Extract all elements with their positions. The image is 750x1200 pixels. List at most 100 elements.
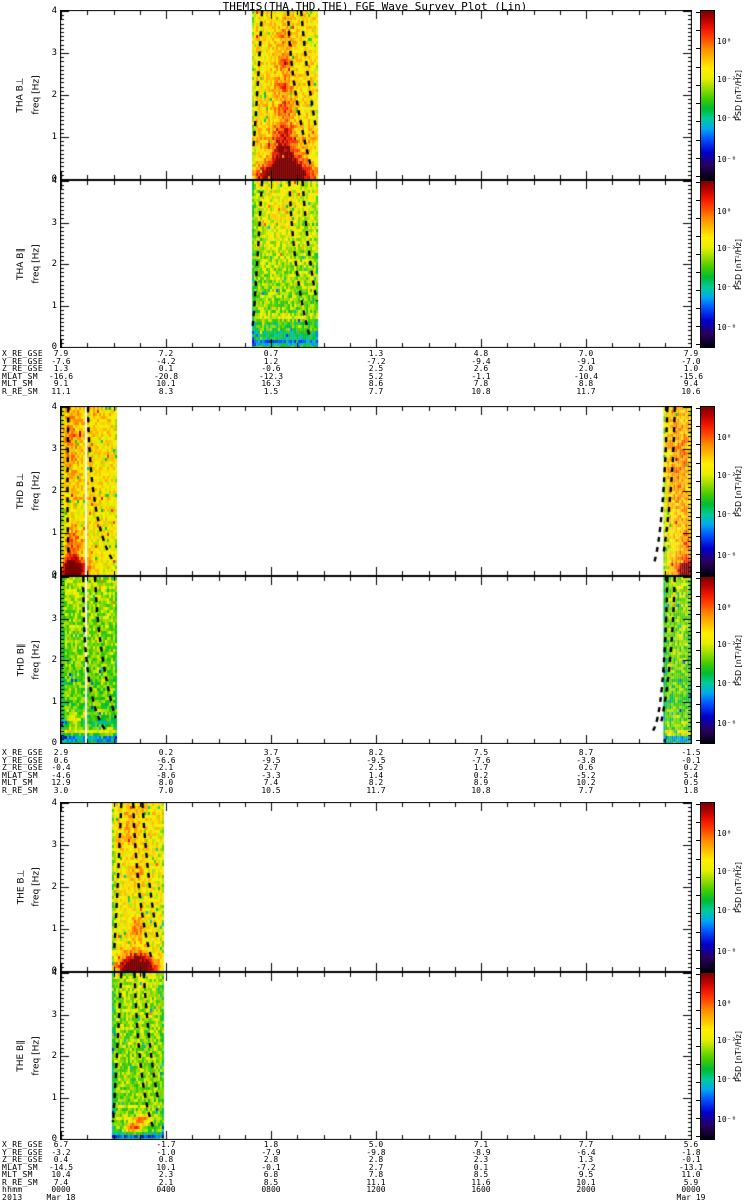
ephemeris-value: -7.6 — [471, 755, 491, 765]
freq-tick-label: 0 — [51, 1134, 57, 1144]
ephemeris-value: -0.4 — [51, 763, 71, 773]
ephemeris-value: 7.9 — [53, 349, 69, 358]
colorbar-tick-label: 10⁻² — [717, 243, 737, 253]
colorbar-tick — [696, 426, 700, 428]
sensor-label: THD B⊥ — [16, 472, 27, 510]
ephemeris-value: 8.0 — [158, 778, 174, 788]
colorbar-tick — [696, 913, 700, 915]
ephemeris-value: -14.5 — [48, 1162, 74, 1172]
ephemeris-value: 2.8 — [263, 1155, 279, 1165]
sensor-label: THD B∥ — [16, 643, 27, 677]
freq-axis-label: freq [Hz] — [30, 180, 44, 348]
freq-tick-label: 3 — [51, 1009, 57, 1020]
ephemeris-row-label: X_RE_GSE — [2, 349, 43, 358]
ephemeris-value: 2000 — [576, 1185, 596, 1195]
ephemeris-row-label: R_RE_SM — [2, 1177, 38, 1187]
ephemeris-value: 8.5 — [473, 1170, 489, 1180]
freq-tick-label: 2 — [51, 655, 57, 665]
colorbar — [700, 576, 715, 744]
ephemeris-value: -9.5 — [261, 755, 281, 765]
colorbar — [700, 10, 715, 180]
psd-label: PSD [nT²/Hz] — [733, 861, 743, 913]
ephemeris-value: 10.2 — [576, 778, 596, 788]
colorbar-tick-label: 10⁻⁴ — [717, 678, 737, 688]
colorbar-tick — [696, 804, 700, 805]
sensor-label: THA B⊥ — [16, 77, 27, 113]
ephemeris-value: 16.3 — [261, 379, 281, 389]
colorbar-tick — [696, 1010, 700, 1011]
ephemeris-value: -8.9 — [471, 1147, 491, 1157]
colorbar-axis-label: PSD [nT²/Hz] — [730, 10, 746, 180]
ephemeris-value: 0.7 — [263, 349, 279, 358]
colorbar-tick-label: 10⁻⁶ — [717, 946, 737, 956]
colorbar-tick — [696, 1064, 700, 1065]
freq-axis-label-text: freq [Hz] — [32, 640, 43, 680]
colorbar-tick — [696, 499, 700, 501]
colorbar-tick — [696, 1082, 700, 1083]
ephemeris-value: 5.2 — [368, 371, 384, 381]
ephemeris-value: 9.1 — [53, 379, 69, 389]
ephemeris-value: 11.0 — [681, 1170, 701, 1180]
colorbar-tick-label: 10⁻² — [717, 1035, 737, 1045]
ephemeris-value: 7.5 — [473, 748, 489, 757]
ephemeris-value: 8.6 — [368, 379, 384, 389]
ephemeris-value: 10.1 — [156, 379, 176, 389]
ephemeris-value: 1600 — [471, 1185, 491, 1195]
freq-tick-label: 1 — [51, 1092, 57, 1103]
colorbar-tick-label: 10⁰ — [717, 998, 732, 1008]
colorbar-tick — [696, 1118, 700, 1119]
psd-label: PSD [nT²/Hz] — [733, 465, 743, 517]
ephemeris-value: 7.7 — [578, 785, 594, 795]
ephemeris-value: -6.4 — [576, 1147, 596, 1157]
ephemeris-value: 1.5 — [263, 386, 279, 396]
ephemeris-value: 0000 — [681, 1185, 701, 1195]
ephemeris-value: 0.6 — [578, 763, 594, 773]
ephemeris-value: 0.8 — [158, 1155, 174, 1165]
ephemeris-value: 10.1 — [156, 1162, 176, 1172]
colorbar-tick-label: 10⁻⁴ — [717, 1074, 737, 1084]
ephemeris-value: 10.6 — [681, 386, 701, 396]
ephemeris-value: -0.6 — [261, 364, 281, 374]
ephemeris-value: -7.9 — [261, 1147, 281, 1157]
ephemeris-value: 1.2 — [263, 356, 279, 366]
freq-tick-label: 1 — [51, 924, 57, 934]
ephemeris-value: -9.4 — [471, 356, 491, 366]
colorbar-tick — [696, 121, 700, 123]
ephemeris-value: 2.5 — [368, 364, 384, 374]
colorbar-tick — [696, 157, 700, 159]
colorbar-tick — [696, 326, 700, 327]
colorbar-tick — [696, 1136, 700, 1137]
colorbar-tick — [696, 596, 700, 597]
colorbar-tick-label: 10⁰ — [717, 433, 732, 443]
freq-tick-label: 0 — [51, 966, 57, 976]
ephemeris-value: 9.5 — [578, 1170, 594, 1180]
ephemeris-value: 1.3 — [578, 1155, 594, 1165]
ephemeris-row-label: Z_RE_GSE — [2, 364, 43, 374]
ephemeris-value: 8.8 — [578, 379, 594, 389]
colorbar-tick — [696, 182, 700, 183]
colorbar-tick — [696, 822, 700, 824]
freq-tick-label: 3 — [51, 613, 57, 624]
freq-tick-label: 3 — [51, 444, 57, 454]
ephemeris-value: -7.2 — [366, 356, 386, 366]
ephemeris-row-label: MLAT_SM — [2, 770, 38, 780]
spectrogram-thd-bperp — [60, 406, 692, 576]
ephemeris-row-label: MLAT_SM — [2, 1162, 38, 1172]
colorbar-tick — [696, 84, 700, 86]
ephemeris-value: 5.0 — [368, 1140, 384, 1149]
psd-label: PSD [nT²/Hz] — [733, 238, 743, 290]
colorbar-tick — [696, 740, 700, 741]
ephemeris-value: 8.5 — [263, 1177, 279, 1187]
ephemeris-value: 1.3 — [53, 364, 69, 374]
ephemeris-value: Mar 19 — [676, 1192, 706, 1200]
ephemeris-value: -16.6 — [48, 371, 74, 381]
ephemeris-value: 7.0 — [158, 785, 174, 795]
ephemeris-value: 8.2 — [368, 748, 384, 757]
panel-ylabel: THE B⊥ — [14, 802, 28, 972]
ephemeris-value: -20.8 — [153, 371, 179, 381]
colorbar-tick-label: 10⁰ — [717, 829, 732, 839]
colorbar-tick-label: 10⁻⁶ — [717, 1114, 737, 1124]
freq-tick-label: 2 — [51, 259, 57, 269]
psd-label: PSD [nT²/Hz] — [733, 634, 743, 686]
freq-tick-label: 3 — [51, 48, 57, 58]
